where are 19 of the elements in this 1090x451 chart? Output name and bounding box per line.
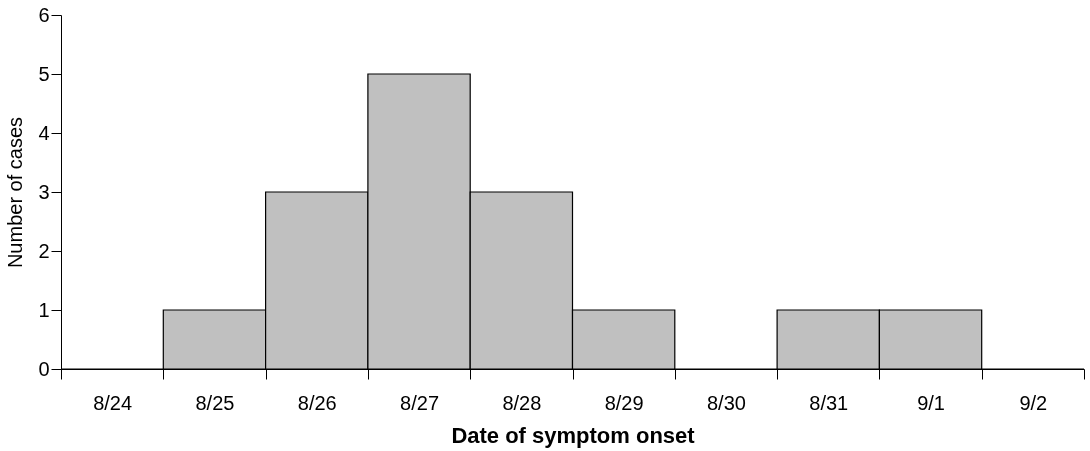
y-tick-label: 4 [38,121,50,144]
x-tick-label: 8/29 [604,391,644,414]
y-tick-label: 2 [38,239,50,262]
x-tick-label: 9/1 [917,391,945,414]
x-tick-label: 8/24 [93,391,133,414]
y-tick-label: 1 [38,298,50,321]
x-tick-label: 9/2 [1019,391,1048,414]
x-tick-label: 8/27 [400,391,440,414]
x-tick-label: 8/30 [706,391,746,414]
x-tick-label: 8/25 [195,391,235,414]
y-tick-label: 5 [38,62,50,85]
x-tick-label: 8/26 [297,391,337,414]
y-axis-title: Number of cases [4,116,27,269]
y-tick-label: 0 [38,357,50,380]
y-tick-label: 6 [38,3,50,26]
x-tick-label: 8/31 [809,391,849,414]
y-tick-label: 3 [38,180,50,203]
x-axis-title: Date of symptom onset [451,422,696,448]
x-tick-label: 8/28 [502,391,542,414]
